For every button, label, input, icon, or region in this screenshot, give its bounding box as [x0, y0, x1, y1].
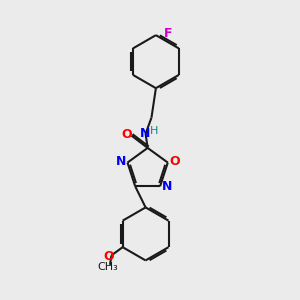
Text: O: O [169, 154, 180, 168]
Text: N: N [161, 180, 172, 194]
Text: O: O [104, 250, 114, 262]
Text: O: O [122, 128, 132, 141]
Text: CH₃: CH₃ [98, 262, 118, 272]
Text: H: H [150, 126, 158, 136]
Text: F: F [164, 27, 172, 40]
Text: N: N [140, 127, 150, 140]
Text: N: N [116, 154, 126, 168]
